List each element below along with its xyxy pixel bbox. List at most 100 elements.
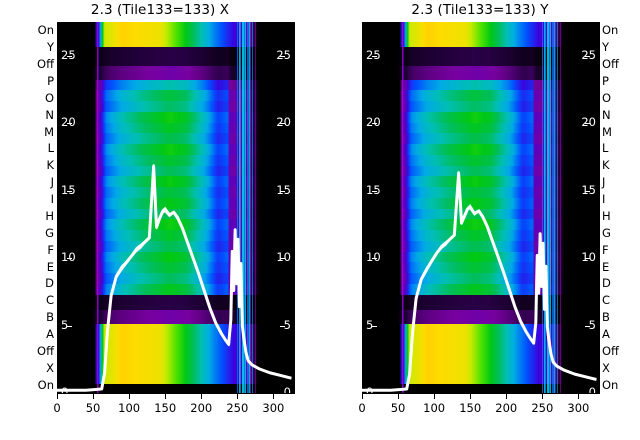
heatmap-row (362, 111, 600, 124)
x-tick-label: 0 (53, 401, 61, 415)
x-tick-mark (470, 394, 472, 399)
heatmap-row (362, 219, 600, 231)
power-curve-trace (57, 166, 292, 391)
y-tick-mark (280, 190, 285, 192)
y-tick-label: 15 (581, 182, 596, 197)
heatmap-rfi-line (545, 22, 547, 393)
heatmap-rfi-line (555, 22, 557, 393)
dipole-label: Y (46, 40, 54, 55)
dipole-label: P (47, 74, 54, 89)
y-tick-mark (585, 325, 590, 327)
y-tick-mark (585, 123, 590, 125)
panel-x-title: 2.3 (Tile133=133) X (90, 2, 230, 18)
heatmap-rfi-line (557, 22, 559, 393)
heatmap-row (362, 101, 600, 113)
dipole-label: F (602, 242, 609, 257)
heatmap-band (57, 65, 295, 81)
heatmap-rfi-line (241, 22, 244, 393)
heatmap-rfi-line (553, 22, 555, 393)
panel-x-curve (57, 164, 292, 392)
panel-y-xaxis-line (362, 393, 600, 394)
y-tick-label: 5 (366, 317, 374, 332)
dipole-label: Off (37, 57, 54, 72)
panel-x-axes-area: 0 5 10 15 20 25 0 5 10 15 20 25 (57, 22, 295, 393)
x-tick-label: 100 (423, 401, 446, 415)
heatmap-row (57, 219, 295, 231)
heatmap-band (57, 309, 295, 325)
dipole-label: J (50, 175, 54, 190)
heatmap-row (57, 101, 295, 113)
x-tick-label: 250 (226, 401, 249, 415)
x-tick-label: 50 (85, 401, 101, 415)
heatmap-row (57, 111, 295, 124)
y-tick-mark (372, 258, 377, 260)
heatmap-row (57, 122, 295, 134)
y-tick-mark (372, 55, 377, 57)
y-tick-label: 25 (581, 47, 596, 62)
dipole-label: X (602, 360, 610, 375)
dipole-label: H (602, 208, 611, 223)
heatmap-row (57, 154, 295, 167)
power-curve-trace (57, 164, 292, 391)
power-curve (57, 164, 292, 392)
y-tick-label: 20 (366, 115, 381, 130)
heatmap-row (57, 79, 295, 91)
panel-y-curve (362, 171, 597, 392)
y-tick-mark (372, 123, 377, 125)
heatmap-rfi-line (401, 22, 403, 393)
y-tick-label: 15 (366, 182, 381, 197)
dipole-label: H (45, 208, 54, 223)
y-tick-mark (280, 325, 285, 327)
heatmap-row (57, 197, 295, 210)
heatmap-rfi-line (250, 22, 252, 393)
x-tick-mark (201, 394, 203, 399)
dipole-label: On (37, 23, 54, 38)
x-tick-mark (129, 394, 131, 399)
heatmap-rfi-line (551, 22, 554, 393)
x-tick-label: 300 (567, 401, 590, 415)
heatmap-row (362, 283, 600, 296)
y-tick-mark (585, 55, 590, 57)
x-tick-label: 200 (495, 401, 518, 415)
x-tick-label: 150 (459, 401, 482, 415)
x-tick-mark (273, 394, 275, 399)
dipole-label: I (602, 192, 606, 207)
category-labels-right: On Y Off P O N M L K J I H G F E D C B A Off X On (602, 22, 640, 393)
dipole-label: O (602, 90, 612, 105)
dipole-label: M (602, 124, 612, 139)
x-tick-mark (237, 394, 239, 399)
heatmap-row (57, 230, 295, 242)
dipole-label: On (602, 377, 619, 392)
y-tick-label: 20 (276, 115, 291, 130)
y-tick-mark (67, 258, 72, 260)
heatmap-row (362, 187, 600, 199)
heatmap-rfi-line (543, 22, 545, 393)
dipole-label: O (44, 90, 54, 105)
heatmap-rfi-line (542, 22, 544, 393)
heatmap-band (362, 309, 600, 325)
power-curve-trace (362, 172, 597, 391)
y-tick-mark (280, 123, 285, 125)
x-tick-label: 150 (154, 401, 177, 415)
heatmap-rfi-line (96, 22, 98, 393)
heatmap-rfi-line (246, 22, 249, 393)
x-tick-label: 300 (262, 401, 285, 415)
y-tick-label: 25 (61, 47, 76, 62)
x-tick-mark (434, 394, 436, 399)
x-tick-label: 250 (531, 401, 554, 415)
x-tick-label: 100 (118, 401, 141, 415)
y-tick-mark (585, 258, 590, 260)
y-tick-label: 10 (276, 250, 291, 265)
dipole-label: I (50, 192, 54, 207)
heatmap-row (362, 90, 600, 102)
heatmap-rfi-line (248, 22, 250, 393)
heatmap-band (362, 47, 600, 67)
dipole-label: G (602, 225, 611, 240)
y-tick-mark (67, 55, 72, 57)
heatmap-row (362, 165, 600, 177)
dipole-label: L (602, 141, 609, 156)
x-tick-mark (93, 394, 95, 399)
dipole-label: D (602, 276, 611, 291)
y-tick-mark (67, 325, 72, 327)
heatmap-rfi-line (237, 22, 239, 393)
